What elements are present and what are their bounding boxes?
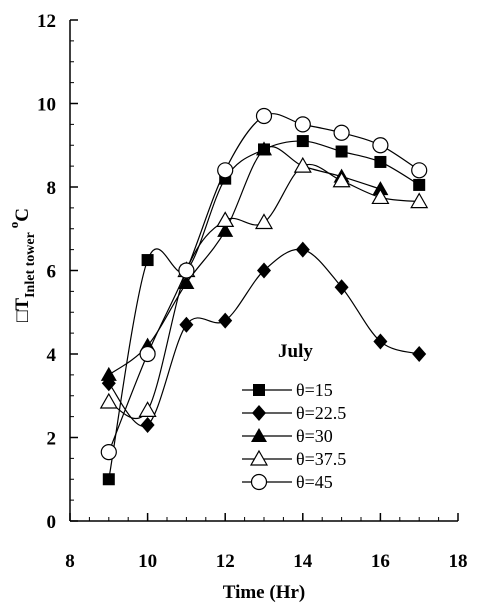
y-tick-label: 4 <box>47 345 57 366</box>
legend-label: θ=37.5 <box>296 449 346 469</box>
diamond-marker <box>257 262 271 279</box>
y-tick-label: 8 <box>47 178 57 199</box>
legend-item: θ=15 <box>242 380 333 400</box>
y-axis-title-subscript: Inlet tower <box>23 232 38 298</box>
y-axis-title: □TInlet toweroC <box>6 208 38 322</box>
open-circle-marker <box>217 162 234 179</box>
diamond-marker <box>412 346 427 362</box>
open-triangle-marker <box>249 449 269 466</box>
diamond-marker <box>218 312 233 329</box>
square-marker <box>335 145 348 158</box>
square-marker <box>296 135 309 148</box>
square-marker <box>141 254 154 267</box>
triangle-marker <box>256 141 272 156</box>
series-line <box>108 140 420 480</box>
legend-label: θ=45 <box>296 472 333 492</box>
series-2 <box>101 241 427 433</box>
plot-area: 0 2 4 6 8 10 12 8 10 12 14 16 18 <box>37 11 468 572</box>
open-circle-marker <box>139 345 156 363</box>
diamond-marker <box>334 279 349 296</box>
legend-item: θ=45 <box>242 472 333 492</box>
square-marker <box>253 384 265 396</box>
x-tick-label: 14 <box>293 551 313 572</box>
triangle-marker <box>100 366 117 381</box>
y-axis-title-unit-sup: o <box>6 222 21 229</box>
open-triangle-marker <box>293 156 312 173</box>
x-tick-label: 12 <box>216 551 235 572</box>
open-circle-marker <box>255 107 273 125</box>
legend-item: θ=37.5 <box>242 449 346 469</box>
legend-item: θ=22.5 <box>242 403 346 423</box>
open-triangle-marker <box>332 171 351 188</box>
x-tick-label: 18 <box>449 551 468 572</box>
open-circle-marker <box>100 444 117 461</box>
legend-label: θ=30 <box>296 426 333 446</box>
x-axis-title: Time (Hr) <box>223 582 306 603</box>
diamond-marker <box>373 333 388 350</box>
y-tick-label: 6 <box>47 262 57 283</box>
open-circle-marker <box>411 162 428 179</box>
open-triangle-marker <box>138 401 157 417</box>
y-tick-label: 0 <box>47 512 57 533</box>
open-circle-marker <box>333 124 350 141</box>
square-marker <box>374 155 387 168</box>
triangle-marker <box>178 275 195 290</box>
diamond-marker <box>140 416 155 433</box>
diamond-marker <box>295 241 310 258</box>
open-circle-marker <box>250 473 268 491</box>
open-triangle-marker <box>99 392 118 409</box>
open-circle-marker <box>294 116 311 133</box>
legend: July θ=15 θ=22.5 θ=30 θ=37.5 θ=45 <box>242 341 346 492</box>
legend-label: θ=15 <box>296 380 333 400</box>
series-layer <box>99 107 429 486</box>
y-tick-label: 2 <box>47 429 57 450</box>
x-tick-label: 8 <box>65 551 75 572</box>
x-tick-label: 10 <box>138 551 157 572</box>
triangle-marker <box>372 181 389 196</box>
series-line <box>108 146 381 376</box>
triangle-marker <box>217 222 234 237</box>
diamond-marker <box>252 405 266 421</box>
square-marker <box>413 178 426 191</box>
series-line <box>108 248 420 427</box>
legend-title: July <box>278 341 313 362</box>
square-marker <box>102 473 115 486</box>
y-tick-label: 12 <box>37 11 56 32</box>
open-triangle-marker <box>216 211 235 227</box>
series-5 <box>100 107 428 461</box>
series-4 <box>99 156 429 419</box>
open-circle-marker <box>372 137 389 154</box>
open-triangle-marker <box>254 213 274 230</box>
open-triangle-marker <box>410 192 429 209</box>
y-tick-label: 10 <box>37 95 56 116</box>
series-line <box>108 163 420 419</box>
y-axis-title-unit: C <box>12 208 33 222</box>
y-axis-title-prefix: □T <box>12 298 33 322</box>
series-line <box>108 113 420 453</box>
legend-item: θ=30 <box>242 426 333 446</box>
x-tick-label: 16 <box>371 551 390 572</box>
triangle-marker <box>251 428 267 442</box>
legend-label: θ=22.5 <box>296 403 346 423</box>
open-triangle-marker <box>371 188 390 205</box>
diamond-marker <box>179 316 194 333</box>
open-circle-marker <box>178 262 195 279</box>
